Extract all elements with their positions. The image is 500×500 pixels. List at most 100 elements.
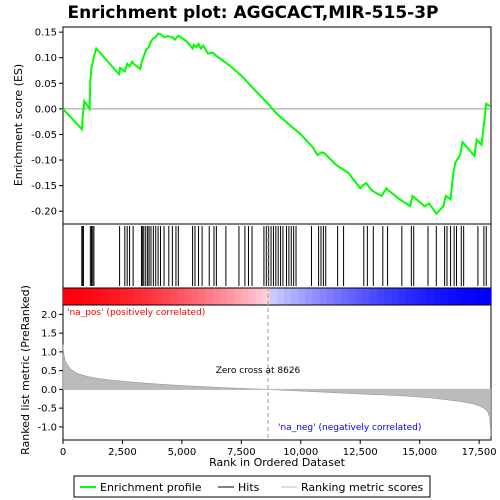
es-y-tick-label: 0.05 bbox=[35, 79, 57, 90]
x-tick-label: 7,500 bbox=[227, 447, 256, 458]
colorbar-segment bbox=[305, 288, 314, 305]
x-tick-label: 5,000 bbox=[168, 447, 197, 458]
colorbar-segment bbox=[277, 288, 285, 305]
colorbar-segment bbox=[341, 288, 349, 305]
colorbar-segment bbox=[334, 288, 342, 305]
metric-area-path bbox=[62, 344, 492, 437]
zero-cross-label: Zero cross at 8626 bbox=[216, 366, 301, 376]
colorbar-segment bbox=[433, 288, 442, 305]
colorbar-segment bbox=[376, 288, 385, 305]
metric-y-tick-label: 1.5 bbox=[41, 329, 57, 340]
colorbar-segment bbox=[462, 288, 471, 305]
colorbar-segment bbox=[312, 288, 321, 305]
colorbar-segment bbox=[198, 288, 207, 305]
colorbar-segment bbox=[483, 288, 492, 305]
x-axis: 0 2,500 5,000 7,500 10,000 12,500 15,000 17,500 bbox=[60, 440, 497, 458]
metric-y-tick-label: 0.0 bbox=[41, 385, 57, 396]
colorbar-segment bbox=[98, 288, 107, 305]
colorbar-segment bbox=[234, 288, 242, 305]
colorbar-segment bbox=[170, 288, 178, 305]
colorbar-segment bbox=[405, 288, 414, 305]
colorbar-segment bbox=[269, 288, 278, 305]
colorbar-segment bbox=[298, 288, 307, 305]
colorbar-segment bbox=[455, 288, 464, 305]
x-axis-label: Rank in Ordered Dataset bbox=[209, 456, 346, 469]
metric-y-tick-label: -0.5 bbox=[37, 404, 57, 415]
es-y-tick-label: 0.15 bbox=[35, 28, 57, 39]
metric-y-axis-label: Ranked list metric (PreRanked) bbox=[19, 285, 32, 455]
colorbar-segment bbox=[448, 288, 456, 305]
x-tick-label: 15,000 bbox=[402, 447, 437, 458]
colorbar-segment bbox=[291, 288, 299, 305]
metric-y-tick-label: -1.0 bbox=[37, 422, 57, 433]
colorbar-segment bbox=[148, 288, 157, 305]
colorbar-segment bbox=[205, 288, 214, 305]
colorbar-segment bbox=[348, 288, 357, 305]
colorbar-segment bbox=[162, 288, 171, 305]
metric-y-tick-label: 1.0 bbox=[41, 347, 57, 358]
colorbar-segment bbox=[355, 288, 364, 305]
ranking-metric-area bbox=[62, 224, 492, 440]
chart-title: Enrichment plot: AGGCACT,MIR-515-3P bbox=[67, 3, 438, 23]
colorbar-segment bbox=[84, 288, 93, 305]
colorbar-segment bbox=[319, 288, 328, 305]
colorbar-segment bbox=[369, 288, 378, 305]
colorbar-segment bbox=[120, 288, 128, 305]
colorbar-segment bbox=[384, 288, 392, 305]
es-y-tick-label: -0.20 bbox=[31, 207, 57, 218]
x-tick-label: 17,500 bbox=[462, 447, 497, 458]
colorbar-segment bbox=[77, 288, 85, 305]
metric-y-tick-label: 0.5 bbox=[41, 366, 57, 377]
colorbar-segment bbox=[255, 288, 264, 305]
rank-colorbar bbox=[63, 288, 492, 305]
colorbar-segment bbox=[63, 288, 71, 305]
es-y-tick-label: 0.10 bbox=[35, 53, 57, 64]
colorbar-segment bbox=[227, 288, 235, 305]
colorbar-segment bbox=[155, 288, 164, 305]
x-tick-label: 10,000 bbox=[283, 447, 318, 458]
colorbar-segment bbox=[112, 288, 121, 305]
colorbar-segment bbox=[127, 288, 135, 305]
x-tick-label: 0 bbox=[60, 447, 66, 458]
legend-entry-hits: Hits bbox=[238, 481, 260, 494]
es-profile-polyline bbox=[62, 32, 491, 216]
pos-label: 'na_pos' (positively correlated) bbox=[67, 308, 205, 318]
colorbar-segment bbox=[105, 288, 114, 305]
legend-entry-ranking-metric-scores: Ranking metric scores bbox=[301, 481, 423, 494]
colorbar-segment bbox=[412, 288, 421, 305]
metric-y-tick-label: 2.0 bbox=[41, 310, 57, 321]
es-y-axis: 0.15 0.10 0.05 0.00 -0.05 -0.10 -0.15 -0.20 bbox=[31, 28, 63, 218]
es-y-axis-label: Enrichment score (ES) bbox=[12, 64, 25, 186]
legend-frame bbox=[73, 475, 431, 498]
es-y-tick-label: -0.15 bbox=[31, 181, 57, 192]
colorbar-segment bbox=[419, 288, 428, 305]
colorbar-segment bbox=[91, 288, 100, 305]
colorbar-segment bbox=[441, 288, 449, 305]
x-tick-label: 12,500 bbox=[343, 447, 378, 458]
colorbar-segment bbox=[212, 288, 221, 305]
es-y-tick-label: 0.00 bbox=[35, 104, 57, 115]
colorbar-segment bbox=[177, 288, 185, 305]
legend-entry-enrichment-profile: Enrichment profile bbox=[100, 481, 202, 494]
colorbar-segment bbox=[70, 288, 78, 305]
enrichment-profile-line bbox=[62, 32, 491, 216]
es-y-tick-label: -0.10 bbox=[31, 156, 57, 167]
hit-marks bbox=[81, 226, 487, 286]
colorbar-segment bbox=[184, 288, 192, 305]
colorbar-segment bbox=[391, 288, 399, 305]
colorbar-segment bbox=[191, 288, 200, 305]
colorbar-segment bbox=[398, 288, 406, 305]
colorbar-segment bbox=[134, 288, 143, 305]
colorbar-segment bbox=[219, 288, 228, 305]
colorbar-segment bbox=[262, 288, 271, 305]
colorbar-segment bbox=[469, 288, 478, 305]
colorbar-segment bbox=[326, 288, 335, 305]
colorbar-segment bbox=[362, 288, 371, 305]
colorbar-segment bbox=[476, 288, 485, 305]
colorbar-segment bbox=[426, 288, 435, 305]
colorbar-segment bbox=[284, 288, 292, 305]
metric-panel-frame bbox=[62, 304, 492, 441]
es-y-tick-label: -0.05 bbox=[31, 130, 57, 141]
neg-label: 'na_neg' (negatively correlated) bbox=[278, 423, 421, 433]
